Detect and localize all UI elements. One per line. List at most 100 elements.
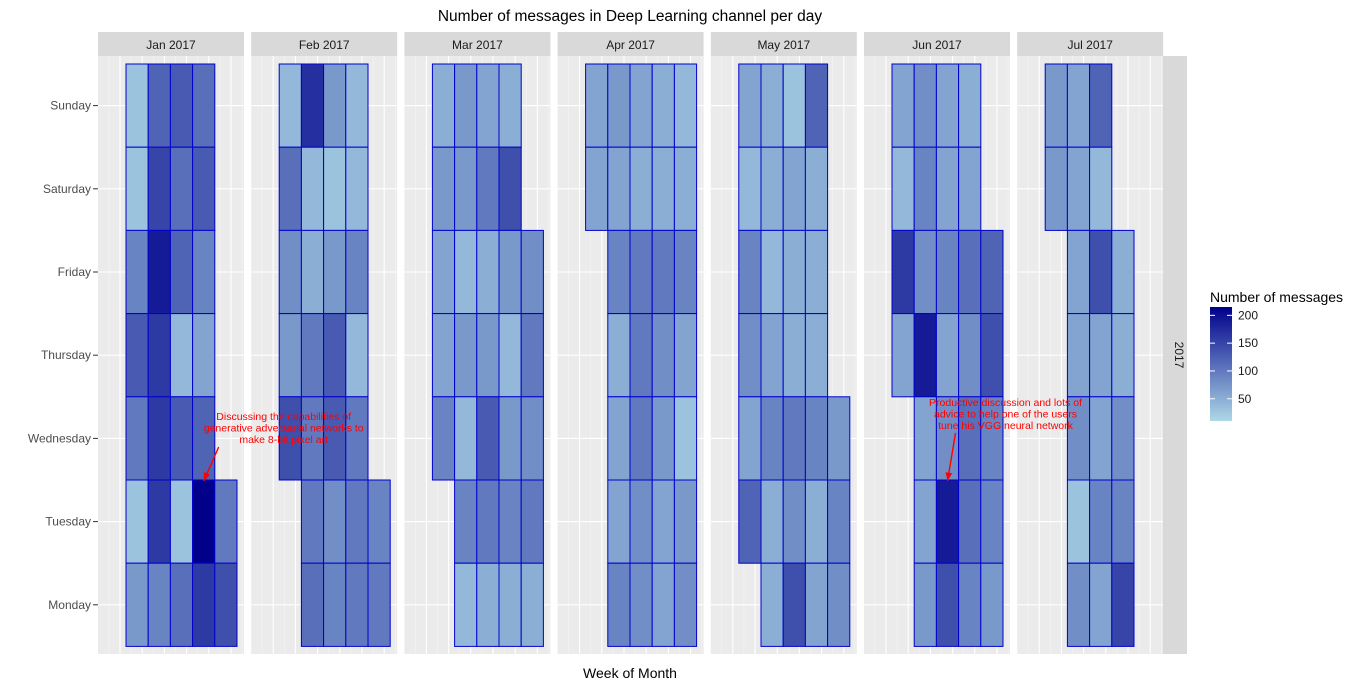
- heatmap-cell: [323, 313, 347, 398]
- y-tick-label: Friday: [58, 265, 91, 279]
- facet-strip: [98, 32, 244, 56]
- heatmap-cell: [629, 229, 653, 315]
- heatmap-cell: [1066, 562, 1091, 647]
- heatmap-cell: [498, 396, 522, 481]
- heatmap-cell: [323, 229, 347, 315]
- heatmap-cell: [169, 313, 194, 398]
- heatmap-cell: [367, 562, 391, 647]
- heatmap-cell: [980, 313, 1004, 398]
- heatmap-cell: [1111, 396, 1135, 481]
- heatmap-cell: [431, 396, 456, 481]
- heatmap-cell: [1089, 146, 1113, 231]
- heatmap-cell: [1044, 63, 1068, 148]
- panel-jul-2017: Jul 2017: [1017, 32, 1173, 654]
- heatmap-cell: [782, 63, 806, 148]
- heatmap-cell: [760, 562, 784, 647]
- heatmap-cell: [278, 229, 302, 315]
- heatmap-cell: [782, 229, 806, 315]
- heatmap-cell: [192, 229, 216, 315]
- panel-apr-2017: Apr 2017: [557, 32, 714, 654]
- heatmap-cell: [300, 562, 325, 647]
- heatmap-cell: [454, 63, 478, 148]
- legend-break-label: 50: [1238, 392, 1252, 406]
- heatmap-cell: [345, 479, 369, 564]
- heatmap-cell: [169, 146, 194, 231]
- heatmap-cell: [673, 63, 698, 148]
- heatmap-cell: [760, 479, 784, 564]
- facet-strip-label: Jul 2017: [1068, 38, 1114, 52]
- heatmap-cell: [125, 479, 149, 564]
- heatmap-cell: [147, 562, 171, 647]
- heatmap-cell: [891, 146, 915, 231]
- heatmap-cell: [323, 63, 347, 148]
- heatmap-cell: [431, 229, 456, 315]
- heatmap-cell: [147, 479, 171, 564]
- heatmap-cell: [1044, 146, 1068, 231]
- annotation-text: Productive discussion and lots of: [929, 397, 1082, 409]
- heatmap-cell: [1089, 313, 1113, 398]
- heatmap-cell: [673, 396, 698, 481]
- heatmap-cell: [629, 313, 653, 398]
- heatmap-cell: [345, 396, 369, 481]
- heatmap-cell: [935, 562, 960, 647]
- facet-panels: Jan 2017 Feb 2017 Mar 2017 Apr 2017 May 2017…: [98, 32, 1173, 654]
- panel-jun-2017: Jun 2017: [864, 32, 1020, 654]
- heatmap-cell: [1111, 229, 1135, 315]
- heatmap-cell: [1111, 479, 1135, 564]
- legend-break-label: 100: [1238, 364, 1258, 378]
- heatmap-cell: [673, 229, 698, 315]
- heatmap-cell: [498, 562, 522, 647]
- facet-strip: [404, 32, 551, 56]
- heatmap-cell: [476, 562, 500, 647]
- heatmap-cell: [629, 479, 653, 564]
- heatmap-cell: [913, 479, 937, 564]
- heatmap-cell: [782, 479, 806, 564]
- heatmap-cell: [520, 313, 544, 398]
- heatmap-cell: [192, 479, 216, 564]
- heatmap-cell: [738, 479, 762, 564]
- heatmap-cell: [214, 479, 238, 564]
- heatmap-cell: [913, 313, 937, 398]
- heatmap-cell: [1089, 479, 1113, 564]
- facet-strip-label: Jun 2017: [912, 38, 962, 52]
- heatmap-cell: [192, 562, 216, 647]
- heatmap-cell: [125, 562, 149, 647]
- heatmap-cell: [607, 562, 631, 647]
- heatmap-cell: [782, 562, 806, 647]
- annotation-arrowhead: [203, 472, 211, 481]
- heatmap-cell: [192, 396, 216, 481]
- heatmap-cell: [345, 63, 369, 148]
- heatmap-cell: [454, 146, 478, 231]
- heatmap-cell: [454, 313, 478, 398]
- heatmap-cell: [804, 313, 829, 398]
- heatmap-cell: [278, 146, 302, 231]
- heatmap-cell: [1089, 63, 1113, 148]
- heatmap-cell: [958, 479, 982, 564]
- heatmap-cell: [651, 396, 675, 481]
- heatmap-cell: [804, 146, 829, 231]
- heatmap-cell: [958, 562, 982, 647]
- annotation: Discussing the capabilities ofgenerative…: [203, 411, 364, 482]
- heatmap-cell: [300, 313, 325, 398]
- heatmap-cell: [169, 396, 194, 481]
- y-axis: Sunday Saturday Friday Thursday Wednesday Tue…: [28, 99, 98, 612]
- facet-strip-label: Apr 2017: [606, 38, 655, 52]
- heatmap-cell: [738, 229, 762, 315]
- legend: Number of messages 50 100 150 200: [1210, 289, 1343, 421]
- heatmap-cell: [1111, 562, 1135, 647]
- heatmap-cell: [147, 396, 171, 481]
- panel-feb-2017: Feb 2017: [251, 32, 407, 654]
- heatmap-cell: [585, 146, 609, 231]
- heatmap-cell: [476, 313, 500, 398]
- heatmap-cell: [673, 562, 698, 647]
- heatmap-cell: [345, 146, 369, 231]
- y-tick-label: Thursday: [41, 348, 91, 362]
- heatmap-cell: [431, 63, 456, 148]
- heatmap-cell: [431, 313, 456, 398]
- heatmap-cell: [147, 63, 171, 148]
- heatmap-cell: [738, 146, 762, 231]
- x-axis-title: Week of Month: [583, 665, 677, 681]
- heatmap-cell: [476, 479, 500, 564]
- heatmap-cell: [1111, 313, 1135, 398]
